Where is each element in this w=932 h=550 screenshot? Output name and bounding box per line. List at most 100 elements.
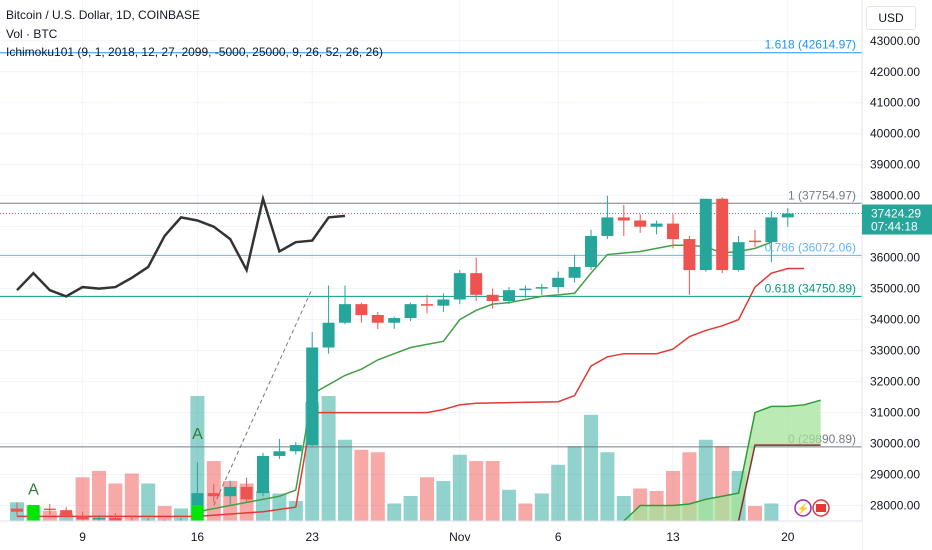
currency-button[interactable]: USD [866,6,916,30]
signal-marker-bar [27,505,40,521]
time-axis-background [0,521,862,550]
price-axis-tick: 40000.00 [870,127,920,141]
fib-trend-line [213,288,313,506]
time-axis-tick: 20 [781,530,795,544]
volume-bar [141,483,156,521]
price-axis-tick: 42000.00 [870,65,920,79]
volume-bar [452,454,467,521]
volume-bar [288,501,303,521]
price-axis-tick: 29000.00 [870,468,920,482]
candle-body [519,288,532,291]
candle-body [109,517,122,521]
volume-bar [420,477,434,521]
ichimoku-cloud [623,400,821,525]
candle-body [289,445,302,452]
candle-body [470,273,483,295]
volume-bar [92,471,106,521]
candle-body [273,451,286,456]
candle-body [388,318,401,323]
candle-body [683,239,696,271]
time-axis-tick: 13 [666,530,680,544]
volume-bar [338,439,352,521]
candle-body [503,290,515,302]
candle-body [93,517,105,520]
price-axis-tick: 28000.00 [870,499,920,513]
volume-bar [321,396,336,521]
candle-body [568,266,581,278]
fib-level-label: 1.618 (42614.97) [765,38,856,52]
candle-body [437,299,450,306]
candle-body [716,198,729,271]
volume-bar [75,477,90,521]
candle-body [257,455,269,494]
candle-body [322,322,335,348]
candle-body [617,217,630,221]
fib-level-label: 0.786 (36072.06) [765,240,856,254]
fib-level-label: 0.618 (34750.89) [765,281,856,295]
candle-body [650,223,663,227]
candle-body [421,304,433,306]
current-price-tag [862,204,932,235]
candle-body [355,304,368,315]
price-axis-tick: 39000.00 [870,158,920,172]
volume-bar [387,503,402,521]
volume-bar [272,493,287,521]
candle-body [453,273,466,300]
lightning-icon-glyph: ⚡ [797,502,809,515]
candle-body [732,242,745,271]
price-axis-tick: 36000.00 [870,251,920,265]
candle-body [535,287,548,289]
candle-body [404,304,417,319]
volume-bar [518,503,533,521]
time-axis-tick: 6 [555,530,562,544]
candle-body [207,493,220,497]
signal-marker-label: A [192,426,203,443]
volume-bar [370,452,385,521]
price-axis-tick: 30000.00 [870,437,920,451]
price-axis-background [862,0,932,550]
price-axis-tick: 31000.00 [870,406,920,420]
candle-body [585,235,597,267]
candle-body [765,217,778,243]
volume-bar [616,496,631,521]
cloud-span-a-line [623,399,821,522]
volume-bar [567,446,582,521]
price-axis-tick: 41000.00 [870,96,920,110]
volume-bar [190,396,205,521]
volume-bar [469,461,484,521]
volume-bar [157,506,172,521]
lagging-span-line [16,194,346,298]
volume-bar [584,414,598,521]
volume-bar [436,481,451,521]
time-axis-tick: 16 [191,530,205,544]
volume-bar [354,449,369,521]
flag-icon-body [816,504,826,512]
candle-body [634,220,647,227]
volume-bar [600,452,615,521]
lightning-icon [794,499,812,517]
candle-body [486,294,499,302]
fib-level-label: 1 (37754.97) [788,188,856,202]
current-price-value: 37424.29 [871,207,921,221]
volume-bar [764,503,779,521]
time-axis-tick: Nov [449,530,470,544]
price-axis-tick: 33000.00 [870,344,920,358]
volume-legend: Vol · BTC [6,27,58,41]
volume-bar [534,493,549,521]
candle-body [601,217,614,236]
candle-body [552,277,565,288]
candle-body [240,486,253,500]
volume-bar [108,483,123,521]
price-axis-tick: 43000.00 [870,34,920,48]
volume-bar [502,489,516,521]
volume-bar [403,496,418,521]
candle-body [749,240,761,243]
time-axis-tick: 9 [79,530,86,544]
volume-bar [551,464,566,521]
candle-body [306,347,319,446]
price-axis-tick: 32000.00 [870,375,920,389]
price-axis-tick: 38000.00 [870,189,920,203]
candle-body [371,314,384,323]
candle-body [11,508,23,512]
